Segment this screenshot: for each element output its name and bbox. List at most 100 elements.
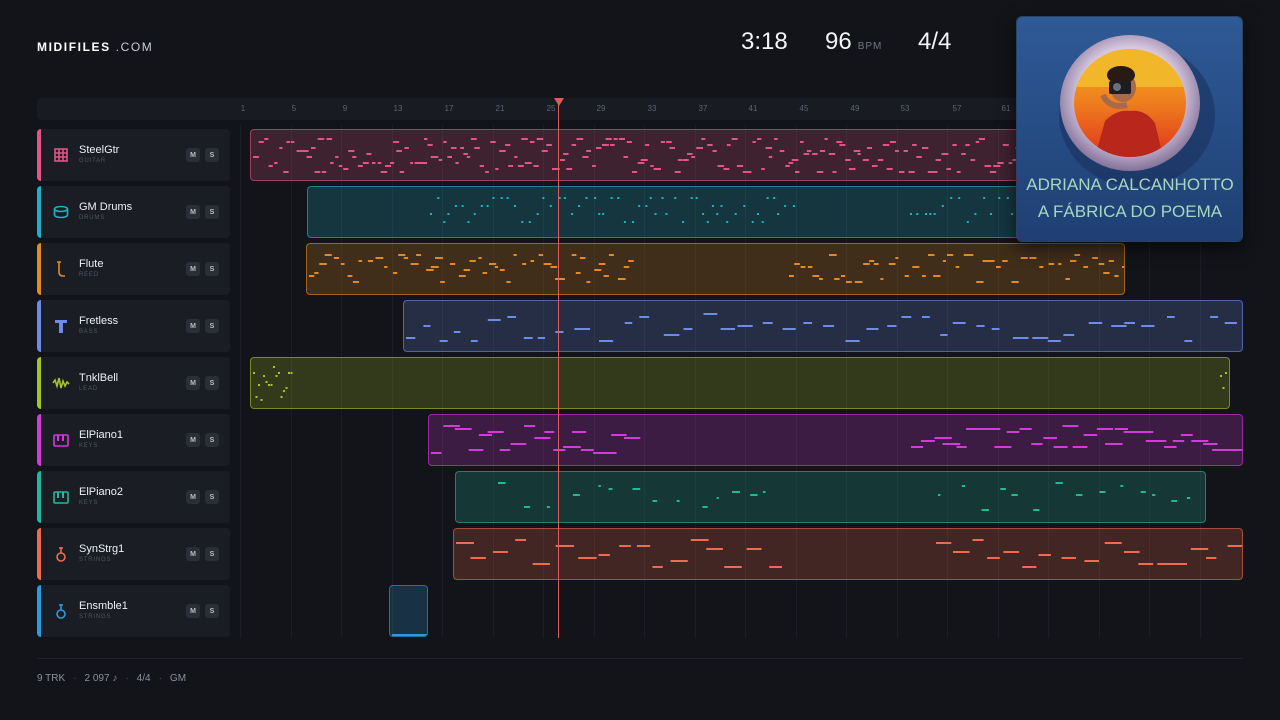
track-header[interactable]: ElPiano1 KEYS M S [37,414,230,466]
solo-button[interactable]: S [205,490,219,504]
ruler-tick: 21 [495,104,505,113]
flute-icon [52,260,70,278]
arrangement-grid [240,125,1243,638]
separator: · [158,673,162,684]
playhead-handle[interactable] [554,98,564,106]
solo-button[interactable]: S [205,262,219,276]
track-name: SynStrg1 [79,543,125,555]
track-color-bar [37,186,41,238]
album-artist: ADRIANA CALCANHOTTO [1026,175,1234,194]
grid-line [493,125,494,638]
track-header[interactable]: Fretless BASS M S [37,300,230,352]
clip-notes [392,634,427,636]
clip-notes [253,366,1227,401]
mute-button[interactable]: M [186,604,200,618]
track-category: DRUMS [79,215,105,221]
separator: · [125,673,129,684]
guitar-fretboard-icon [52,146,70,164]
midi-clip[interactable] [306,243,1125,295]
tempo-unit: BPM [857,41,883,52]
grid-line [644,125,645,638]
mute-button[interactable]: M [186,433,200,447]
grid-line [947,125,948,638]
midi-clip[interactable] [389,585,428,637]
timeline-ruler[interactable]: 1 5 9 13 17 21 25 29 33 37 41 45 49 53 57 61 [37,98,1243,120]
track-name: ElPiano2 [79,486,124,498]
track-count: 9 TRK [37,673,66,684]
clip-notes [431,425,1242,454]
time-signature-display: 4/4 [918,28,952,55]
logo-main: MIDIFILES [37,40,111,54]
grid-line [846,125,847,638]
ruler-tick: 33 [647,104,657,113]
mute-button[interactable]: M [186,376,200,390]
solo-button[interactable]: S [205,547,219,561]
grid-line [897,125,898,638]
solo-button[interactable]: S [205,376,219,390]
track-name: TnklBell [79,372,119,384]
grid-line [341,125,342,638]
grid-line [291,125,292,638]
footer-divider [37,658,1243,659]
grid-line [392,125,393,638]
violin-icon [52,602,70,620]
ruler-tick: 5 [291,104,297,113]
midi-clip[interactable] [453,528,1243,580]
tempo-value: 96 [825,28,852,55]
track-color-bar [37,528,41,580]
piano-icon [52,488,70,506]
track-header[interactable]: SynStrg1 STRINGS M S [37,528,230,580]
ruler-tick: 57 [952,104,962,113]
track-color-bar [37,243,41,295]
solo-button[interactable]: S [205,604,219,618]
solo-button[interactable]: S [205,319,219,333]
midi-clip[interactable] [455,471,1206,523]
separator: · [73,673,77,684]
ruler-tick: 53 [900,104,910,113]
track-header[interactable]: GM Drums DRUMS M S [37,186,230,238]
mute-button[interactable]: M [186,490,200,504]
grid-line [796,125,797,638]
playhead[interactable] [558,99,559,638]
midi-clip[interactable] [403,300,1243,352]
grid-line [240,125,241,638]
ruler-tick: 25 [546,104,556,113]
album-title: A FÁBRICA DO POEMA [1038,202,1223,221]
track-header[interactable]: SteelGtr GUITAR M S [37,129,230,181]
track-header[interactable]: ElPiano2 KEYS M S [37,471,230,523]
ruler-tick: 61 [1001,104,1011,113]
track-color-bar [37,414,41,466]
ruler-tick: 9 [342,104,348,113]
tempo-display: 96 BPM [825,28,882,56]
mute-button[interactable]: M [186,148,200,162]
time-display: 3:18 [741,28,788,55]
midi-clip[interactable] [428,414,1243,466]
grid-line [1099,125,1100,638]
track-header[interactable]: TnklBell LEAD M S [37,357,230,409]
track-color-bar [37,471,41,523]
track-name: ElPiano1 [79,429,124,441]
grid-line [543,125,544,638]
track-header[interactable]: Flute REED M S [37,243,230,295]
solo-button[interactable]: S [205,148,219,162]
grid-line [998,125,999,638]
mute-button[interactable]: M [186,262,200,276]
ruler-tick: 13 [393,104,403,113]
midi-clip[interactable] [250,357,1230,409]
status-footer: 9 TRK · 2 097 ♪ · 4/4 · GM [37,673,186,684]
track-category: BASS [79,329,99,335]
site-logo[interactable]: MIDIFILES .COM [37,40,153,54]
solo-button[interactable]: S [205,433,219,447]
ruler-tick: 1 [240,104,246,113]
mute-button[interactable]: M [186,547,200,561]
album-cover-art: ADRIANA CALCANHOTTO A FÁBRICA DO POEMA [1017,17,1242,241]
track-color-bar [37,300,41,352]
grid-line [1200,125,1201,638]
midi-standard: GM [169,673,187,684]
solo-button[interactable]: S [205,205,219,219]
mute-button[interactable]: M [186,205,200,219]
mute-button[interactable]: M [186,319,200,333]
track-name: Flute [79,258,104,270]
track-header[interactable]: Ensmble1 STRINGS M S [37,585,230,637]
drum-icon [52,203,70,221]
